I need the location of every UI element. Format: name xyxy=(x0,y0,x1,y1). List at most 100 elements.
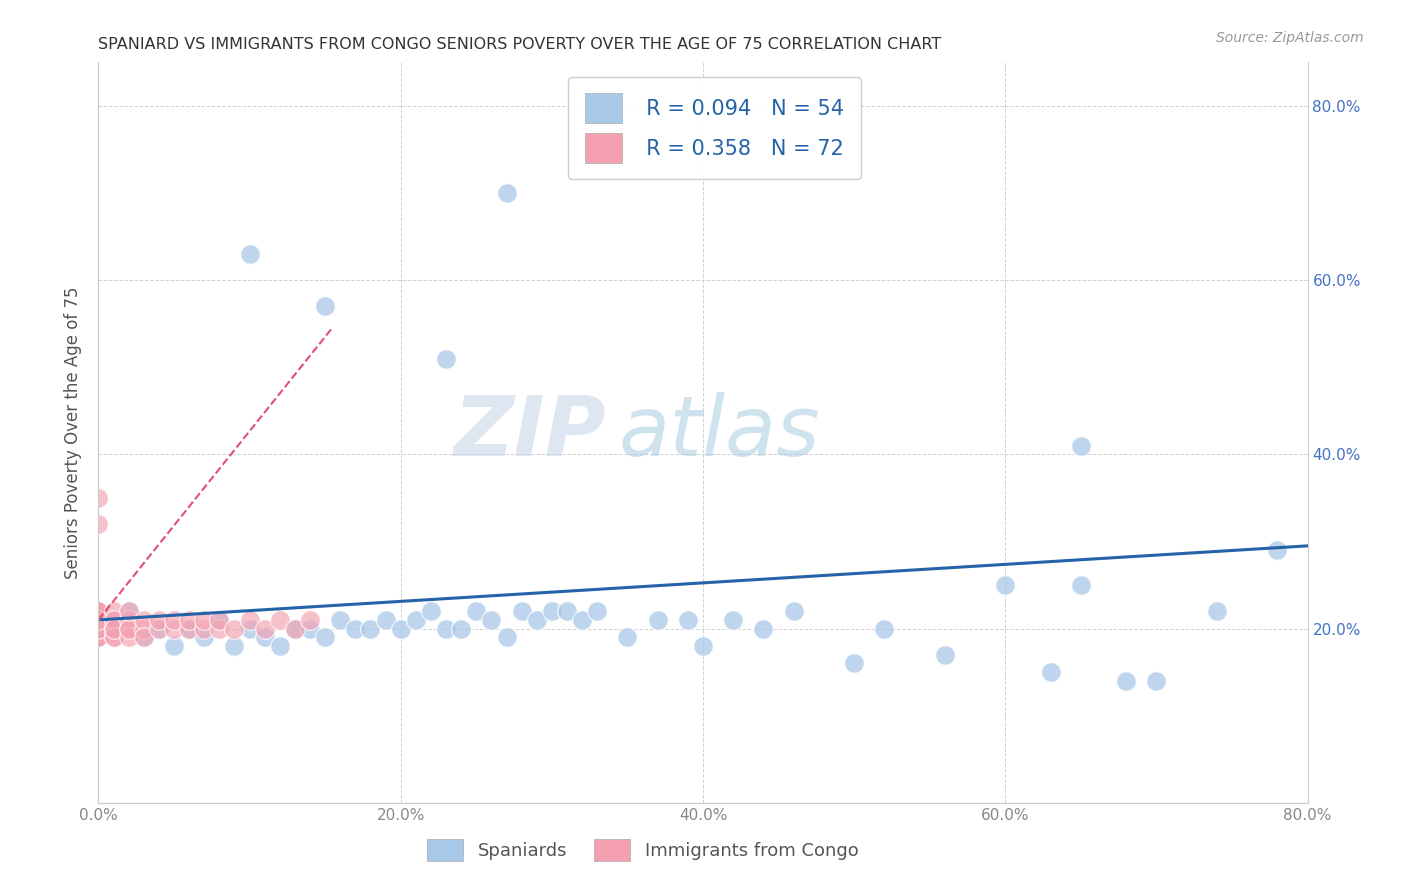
Point xyxy=(284,622,307,636)
Point xyxy=(118,613,141,627)
Point xyxy=(344,622,367,636)
Point xyxy=(1206,604,1229,618)
Point xyxy=(360,622,382,636)
Text: Source: ZipAtlas.com: Source: ZipAtlas.com xyxy=(1216,31,1364,45)
Point xyxy=(208,613,231,627)
Point xyxy=(844,657,866,671)
Point xyxy=(103,613,125,627)
Point xyxy=(87,604,110,618)
Point xyxy=(510,604,533,618)
Point xyxy=(239,622,262,636)
Point xyxy=(118,622,141,636)
Point xyxy=(193,622,215,636)
Point xyxy=(1070,439,1092,453)
Point xyxy=(87,622,110,636)
Text: SPANIARD VS IMMIGRANTS FROM CONGO SENIORS POVERTY OVER THE AGE OF 75 CORRELATION: SPANIARD VS IMMIGRANTS FROM CONGO SENIOR… xyxy=(98,37,942,52)
Point xyxy=(87,613,110,627)
Point xyxy=(132,613,155,627)
Point xyxy=(87,604,110,618)
Point xyxy=(434,622,457,636)
Point xyxy=(87,630,110,644)
Point xyxy=(783,604,806,618)
Point xyxy=(132,630,155,644)
Point xyxy=(1144,673,1167,688)
Point xyxy=(224,622,246,636)
Point xyxy=(465,604,488,618)
Point xyxy=(103,622,125,636)
Point xyxy=(87,491,110,505)
Point xyxy=(87,622,110,636)
Point xyxy=(87,604,110,618)
Point xyxy=(87,630,110,644)
Point xyxy=(253,622,276,636)
Point xyxy=(163,639,186,653)
Point xyxy=(526,613,548,627)
Point xyxy=(239,247,262,261)
Point xyxy=(87,622,110,636)
Point xyxy=(299,613,322,627)
Point xyxy=(148,622,170,636)
Point xyxy=(103,622,125,636)
Point xyxy=(269,639,291,653)
Point xyxy=(103,630,125,644)
Point xyxy=(1267,543,1289,558)
Point xyxy=(87,622,110,636)
Point xyxy=(87,604,110,618)
Point xyxy=(87,613,110,627)
Point xyxy=(571,613,593,627)
Point xyxy=(118,604,141,618)
Point xyxy=(87,630,110,644)
Point xyxy=(239,613,262,627)
Point xyxy=(1070,578,1092,592)
Point xyxy=(586,604,609,618)
Point xyxy=(481,613,503,627)
Point xyxy=(87,613,110,627)
Point xyxy=(934,648,956,662)
Point xyxy=(87,613,110,627)
Point xyxy=(87,630,110,644)
Point xyxy=(87,622,110,636)
Point xyxy=(208,613,231,627)
Point xyxy=(87,622,110,636)
Point xyxy=(87,613,110,627)
Point xyxy=(87,604,110,618)
Point xyxy=(118,622,141,636)
Point xyxy=(87,630,110,644)
Point xyxy=(434,351,457,366)
Point xyxy=(87,622,110,636)
Point xyxy=(1115,673,1137,688)
Point xyxy=(752,622,775,636)
Point xyxy=(163,622,186,636)
Point xyxy=(103,604,125,618)
Point xyxy=(87,613,110,627)
Point xyxy=(314,630,336,644)
Point xyxy=(208,622,231,636)
Point xyxy=(103,613,125,627)
Point xyxy=(314,299,336,313)
Point xyxy=(103,630,125,644)
Point xyxy=(299,622,322,636)
Point xyxy=(87,613,110,627)
Point xyxy=(179,622,201,636)
Point xyxy=(87,613,110,627)
Point xyxy=(450,622,472,636)
Point xyxy=(87,622,110,636)
Point xyxy=(118,630,141,644)
Point xyxy=(994,578,1017,592)
Point xyxy=(132,622,155,636)
Point xyxy=(148,613,170,627)
Point xyxy=(405,613,427,627)
Point xyxy=(118,604,141,618)
Point xyxy=(647,613,669,627)
Y-axis label: Seniors Poverty Over the Age of 75: Seniors Poverty Over the Age of 75 xyxy=(65,286,83,579)
Point xyxy=(329,613,352,627)
Point xyxy=(87,630,110,644)
Point xyxy=(692,639,714,653)
Point xyxy=(193,630,215,644)
Point xyxy=(179,622,201,636)
Point xyxy=(676,613,699,627)
Point xyxy=(87,622,110,636)
Point xyxy=(87,622,110,636)
Point xyxy=(540,604,562,618)
Point xyxy=(420,604,443,618)
